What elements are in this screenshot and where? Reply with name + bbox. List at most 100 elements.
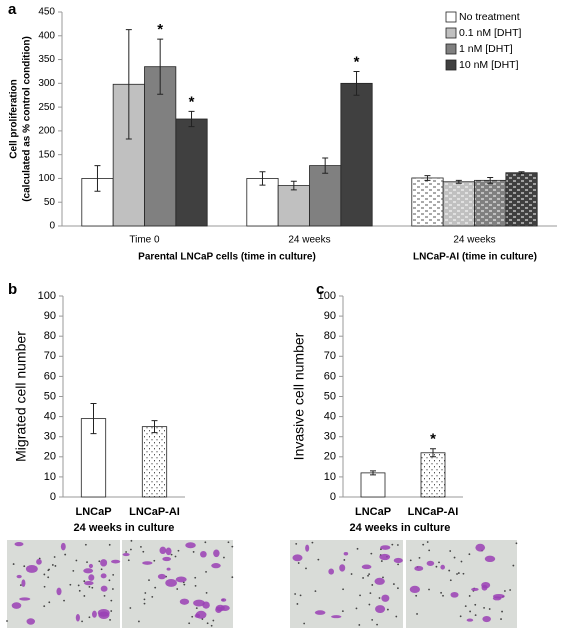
cell [409, 585, 420, 594]
pore [53, 556, 56, 558]
pore [317, 558, 320, 561]
pore [108, 543, 111, 546]
bar [309, 165, 342, 227]
cell [331, 615, 342, 619]
pore [231, 576, 234, 579]
pore [177, 549, 180, 552]
x-axis-label: 24 weeks in culture [74, 522, 175, 534]
cell [92, 610, 97, 618]
bar [442, 181, 475, 227]
x-tick-label: LNCaP-AI [408, 506, 459, 518]
y-tick-label: 50 [44, 197, 56, 208]
pore [144, 592, 147, 594]
cell [16, 574, 22, 579]
cell [200, 550, 207, 558]
pore [143, 602, 146, 605]
x-axis-label: 24 weeks in culture [350, 522, 451, 534]
cell [179, 598, 190, 605]
pore [299, 594, 302, 597]
pore [43, 605, 46, 608]
y-tick-label: 50 [324, 390, 336, 402]
pore [426, 541, 429, 543]
bar [505, 172, 538, 227]
y-tick-label: 50 [44, 390, 56, 402]
cell [374, 577, 385, 585]
pore [83, 595, 86, 597]
pore [205, 591, 208, 594]
pore [86, 561, 88, 563]
cell [36, 558, 42, 565]
pore [396, 544, 399, 546]
pore [488, 608, 491, 610]
pore [64, 553, 67, 556]
micrograph-bg [406, 540, 517, 628]
y-tick-label: 300 [38, 78, 55, 89]
pore [143, 598, 146, 601]
x-tick-label: LNCaP [75, 506, 111, 518]
y-tick-label: 100 [38, 173, 55, 184]
pore [311, 541, 314, 544]
cell [84, 581, 94, 586]
pore [509, 589, 512, 591]
significance-marker: * [157, 21, 163, 38]
y-tick-label: 200 [38, 126, 55, 137]
pore [192, 551, 195, 553]
y-tick-label: 20 [44, 451, 56, 463]
pore [206, 622, 209, 625]
legend-label: 0.1 nM [DHT] [459, 27, 522, 39]
micrograph [6, 540, 121, 628]
error-bar [424, 175, 431, 181]
cell [175, 576, 187, 583]
error-bar [430, 448, 436, 458]
x-tick-label: 24 weeks [453, 235, 495, 246]
cell [361, 564, 372, 570]
cell [162, 556, 172, 562]
error-bar [90, 403, 97, 435]
pore [130, 548, 132, 551]
y-tick-label: 400 [38, 30, 55, 41]
error-bar [157, 38, 164, 95]
error-bar [290, 180, 297, 191]
pore [409, 559, 412, 562]
pore [108, 579, 111, 582]
pore [449, 550, 452, 552]
pore [341, 610, 344, 613]
cell [194, 613, 201, 618]
panel-letter: c [316, 281, 324, 298]
pore [504, 590, 506, 592]
significance-marker: * [430, 431, 436, 448]
y-tick-label: 30 [324, 431, 336, 443]
y-tick-label: 10 [324, 471, 336, 483]
legend-swatch [445, 43, 457, 55]
pore [48, 601, 51, 604]
pore [81, 620, 83, 623]
y-axis-label: Invasive cell number [291, 332, 307, 460]
error-bar [188, 110, 195, 128]
pore [464, 605, 467, 607]
y-tick-label: 150 [38, 149, 55, 160]
cell [165, 547, 172, 556]
pore [72, 569, 75, 572]
y-tick-label: 70 [44, 350, 56, 362]
cell [314, 610, 326, 615]
cell [343, 552, 349, 556]
y-axis-label: Migrated cell number [13, 331, 29, 462]
cell [215, 606, 222, 613]
bar [340, 82, 373, 227]
pore [428, 588, 430, 591]
y-tick-label: 0 [330, 491, 336, 503]
group-label: Parental LNCaP cells (time in culture) [138, 252, 316, 263]
cell [492, 593, 505, 599]
pore [69, 583, 72, 586]
pore [47, 569, 50, 572]
legend-label: 1 nM [DHT] [459, 43, 513, 55]
cell [414, 565, 424, 572]
pore [194, 585, 197, 587]
cell [56, 587, 62, 596]
y-tick-label: 100 [318, 290, 336, 302]
pore [129, 607, 132, 609]
cell [83, 568, 94, 574]
pore [110, 599, 113, 602]
pore [386, 608, 389, 611]
cell [166, 567, 171, 571]
